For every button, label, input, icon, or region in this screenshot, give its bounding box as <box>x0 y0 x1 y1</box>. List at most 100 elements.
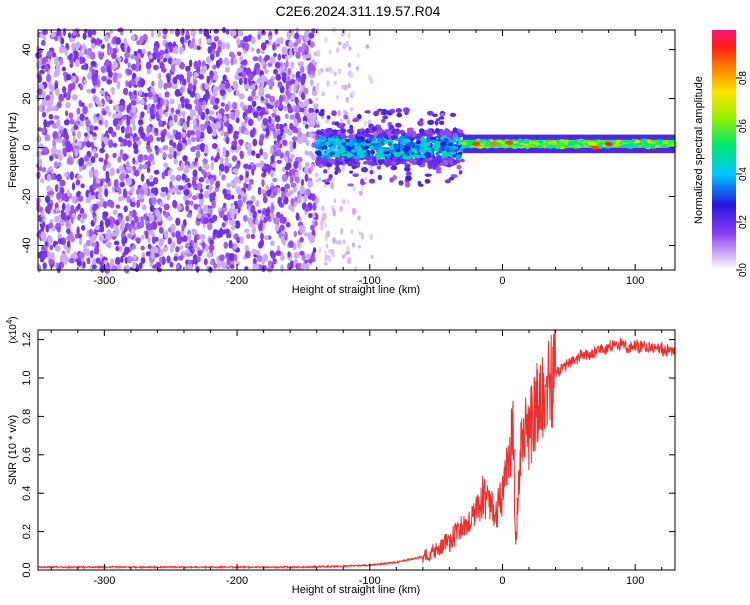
signal-cell <box>420 145 425 151</box>
noise-speckle <box>194 234 198 244</box>
signal-cell <box>369 169 374 175</box>
signal-cell <box>599 145 603 149</box>
noise-speckle <box>53 161 59 169</box>
noise-speckle <box>205 108 210 115</box>
noise-speckle <box>173 150 177 159</box>
noise-speckle <box>43 119 48 128</box>
noise-speckle <box>299 103 305 108</box>
noise-speckle <box>78 237 83 246</box>
noise-speckle <box>200 169 206 175</box>
noise-speckle <box>77 215 81 221</box>
noise-speckle <box>198 28 203 35</box>
signal-cell <box>583 139 590 144</box>
noise-speckle <box>84 136 88 142</box>
noise-speckle <box>148 181 155 187</box>
signal-cell <box>405 142 412 148</box>
noise-speckle <box>247 96 253 102</box>
signal-cell <box>345 146 353 152</box>
signal-cell <box>328 130 333 136</box>
noise-speckle <box>273 217 279 225</box>
colorbar-tick-label: 0.6 <box>738 119 749 133</box>
noise-speckle <box>345 40 349 48</box>
noise-speckle <box>149 106 155 115</box>
noise-speckle <box>136 199 141 208</box>
noise-speckle <box>274 224 280 232</box>
noise-speckle <box>196 182 202 191</box>
noise-speckle <box>210 52 215 61</box>
noise-speckle <box>118 136 123 143</box>
noise-speckle <box>302 54 308 60</box>
noise-speckle <box>225 42 231 50</box>
noise-speckle <box>272 177 278 183</box>
noise-speckle <box>119 105 125 112</box>
noise-speckle <box>93 177 97 186</box>
noise-speckle <box>183 189 190 196</box>
signal-cell <box>641 144 649 148</box>
noise-speckle <box>369 233 374 241</box>
noise-speckle <box>348 46 352 51</box>
signal-cell <box>364 155 372 161</box>
noise-speckle <box>84 132 88 138</box>
signal-cell <box>354 155 361 159</box>
signal-cell <box>345 152 353 159</box>
noise-speckle <box>248 78 252 87</box>
noise-speckle <box>71 94 78 101</box>
noise-speckle <box>197 101 202 108</box>
noise-speckle <box>42 29 48 36</box>
signal-cell <box>413 149 418 155</box>
noise-speckle <box>175 174 182 182</box>
noise-speckle <box>98 260 104 266</box>
noise-speckle <box>168 153 173 160</box>
noise-speckle <box>229 264 235 269</box>
signal-cell <box>408 158 416 164</box>
noise-speckle <box>169 28 175 35</box>
noise-speckle <box>85 197 90 204</box>
signal-cell <box>388 125 395 130</box>
noise-speckle <box>111 48 118 54</box>
noise-speckle <box>267 260 273 268</box>
noise-speckle <box>285 150 290 157</box>
noise-speckle <box>310 224 315 231</box>
noise-speckle <box>51 146 57 154</box>
noise-speckle <box>212 74 219 81</box>
noise-speckle <box>161 171 165 180</box>
noise-speckle <box>145 61 152 70</box>
noise-speckle <box>265 93 271 99</box>
noise-speckle <box>122 153 128 162</box>
noise-speckle <box>198 177 205 183</box>
noise-speckle <box>134 136 140 142</box>
noise-speckle <box>41 127 46 134</box>
noise-speckle <box>207 222 213 231</box>
noise-speckle <box>226 182 232 188</box>
signal-cell <box>459 141 467 145</box>
noise-speckle <box>162 210 167 215</box>
signal-cell <box>562 144 567 148</box>
noise-speckle <box>324 237 328 242</box>
noise-speckle <box>63 92 67 99</box>
signal-cell <box>343 158 351 163</box>
signal-cell <box>358 153 366 159</box>
signal-cell <box>475 138 482 142</box>
noise-speckle <box>232 132 239 140</box>
signal-cell <box>316 156 322 162</box>
noise-speckle <box>325 243 329 249</box>
signal-cell <box>314 144 321 149</box>
noise-speckle <box>277 53 282 61</box>
signal-cell <box>415 139 421 145</box>
noise-speckle <box>56 192 62 200</box>
signal-cell <box>390 165 398 171</box>
noise-speckle <box>205 178 210 185</box>
noise-speckle <box>155 261 162 269</box>
noise-speckle <box>294 196 298 203</box>
noise-speckle <box>91 264 97 270</box>
signal-cell <box>398 180 404 186</box>
noise-speckle <box>347 257 352 263</box>
noise-speckle <box>99 39 103 44</box>
noise-speckle <box>99 234 105 242</box>
noise-speckle <box>305 45 309 54</box>
signal-cell <box>443 137 449 143</box>
noise-speckle <box>370 254 374 259</box>
noise-speckle <box>171 232 176 237</box>
noise-speckle <box>154 127 159 134</box>
